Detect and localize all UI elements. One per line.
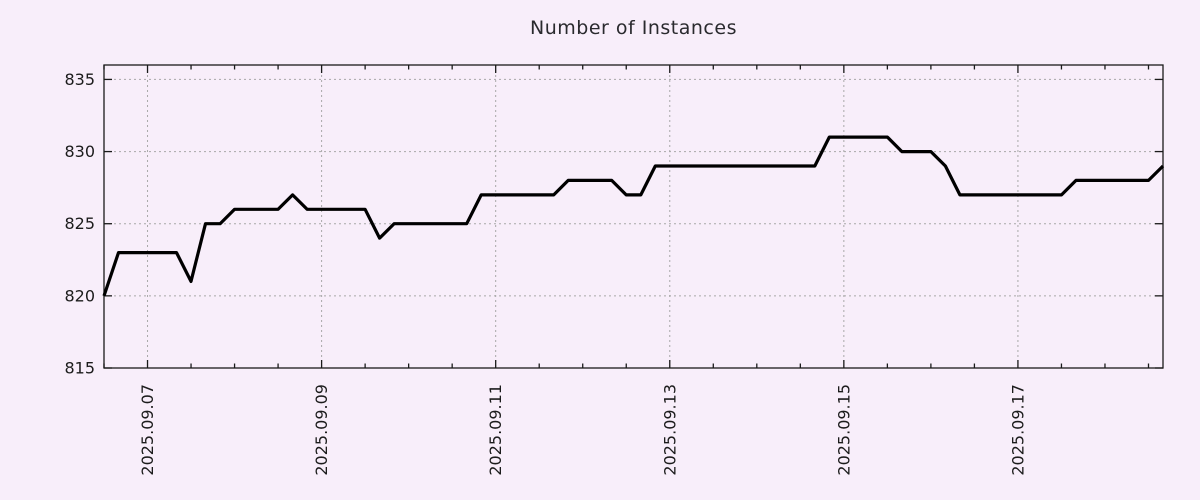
x-tick-label: 2025.09.11 [486, 384, 505, 476]
y-tick-label: 820 [64, 286, 95, 305]
x-tick-label: 2025.09.13 [660, 384, 679, 476]
x-tick-label: 2025.09.15 [834, 384, 853, 476]
y-tick-label: 825 [64, 214, 95, 233]
chart-title: Number of Instances [530, 17, 737, 39]
x-tick-label: 2025.09.17 [1008, 384, 1027, 476]
x-tick-label: 2025.09.09 [312, 384, 331, 476]
y-tick-label: 815 [64, 359, 95, 378]
y-tick-label: 835 [64, 70, 95, 89]
y-tick-label: 830 [64, 142, 95, 161]
x-tick-label: 2025.09.07 [138, 384, 157, 476]
plot-border [103, 64, 1164, 369]
series-line [102, 135, 1165, 297]
